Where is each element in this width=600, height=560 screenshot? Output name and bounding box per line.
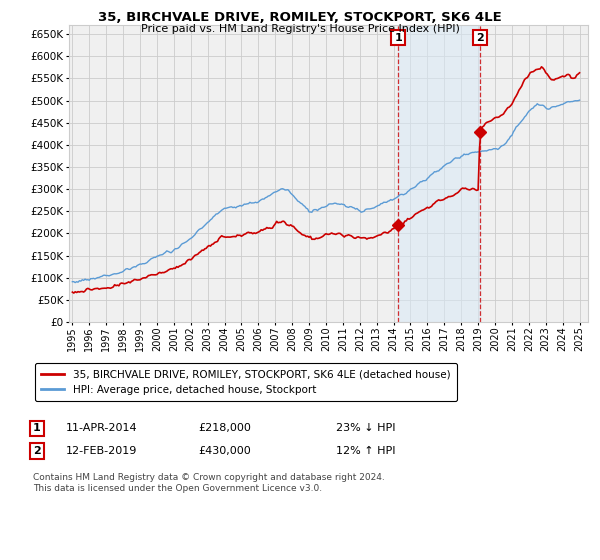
Text: 11-APR-2014: 11-APR-2014 (66, 423, 137, 433)
Text: Price paid vs. HM Land Registry's House Price Index (HPI): Price paid vs. HM Land Registry's House … (140, 24, 460, 34)
Text: £430,000: £430,000 (198, 446, 251, 456)
Text: 2: 2 (476, 32, 484, 43)
Legend: 35, BIRCHVALE DRIVE, ROMILEY, STOCKPORT, SK6 4LE (detached house), HPI: Average : 35, BIRCHVALE DRIVE, ROMILEY, STOCKPORT,… (35, 363, 457, 401)
Text: 12-FEB-2019: 12-FEB-2019 (66, 446, 137, 456)
Text: 23% ↓ HPI: 23% ↓ HPI (336, 423, 395, 433)
Text: £218,000: £218,000 (198, 423, 251, 433)
Text: Contains HM Land Registry data © Crown copyright and database right 2024.
This d: Contains HM Land Registry data © Crown c… (33, 473, 385, 493)
Text: 1: 1 (394, 32, 402, 43)
Text: 1: 1 (33, 423, 41, 433)
Text: 35, BIRCHVALE DRIVE, ROMILEY, STOCKPORT, SK6 4LE: 35, BIRCHVALE DRIVE, ROMILEY, STOCKPORT,… (98, 11, 502, 24)
Bar (398, 25, 480, 322)
Text: 2: 2 (33, 446, 41, 456)
Text: 12% ↑ HPI: 12% ↑ HPI (336, 446, 395, 456)
